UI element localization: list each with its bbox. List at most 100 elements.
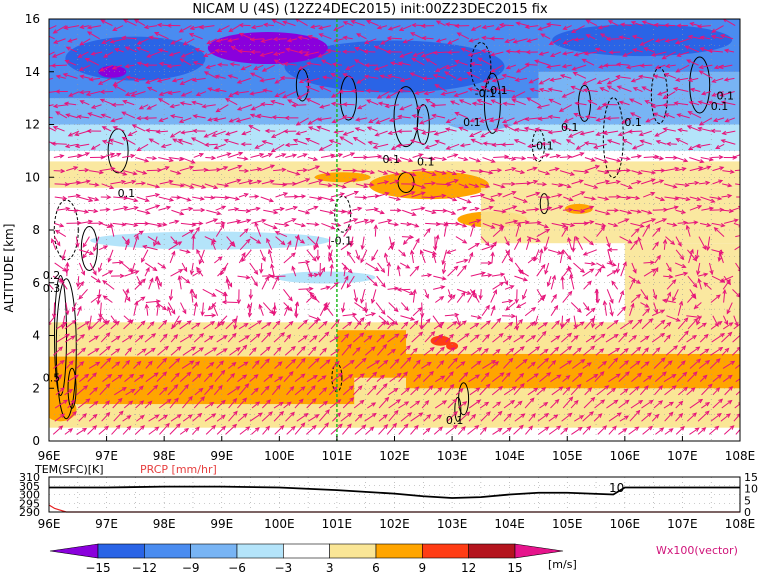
- wind-vector: [238, 179, 254, 185]
- wind-vector: [147, 236, 161, 245]
- wind-vector: [78, 64, 91, 71]
- wind-vector: [722, 374, 733, 383]
- wind-vector: [168, 289, 174, 302]
- wind-vector: [357, 104, 367, 110]
- wind-vector: [200, 302, 205, 317]
- wind-vector: [482, 156, 496, 163]
- wind-vector: [227, 386, 241, 396]
- wind-vector: [213, 384, 223, 396]
- wind-vector: [366, 371, 378, 383]
- wind-vector: [285, 153, 298, 158]
- wind-vector: [548, 98, 562, 106]
- wind-vector: [469, 322, 480, 330]
- wind-vector: [54, 196, 68, 201]
- wind-vector: [275, 153, 287, 158]
- wind-vector: [593, 413, 603, 422]
- bottom-x-tick-label: 107E: [667, 517, 698, 531]
- wind-vector: [480, 260, 493, 266]
- wind-vector: [561, 64, 572, 69]
- wind-vector: [480, 85, 492, 92]
- wind-vector: [446, 50, 460, 55]
- wind-vector: [628, 426, 640, 435]
- wind-vector: [396, 264, 401, 277]
- wind-vector: [703, 282, 712, 290]
- wind-vector: [664, 385, 677, 396]
- wind-vector: [78, 413, 87, 422]
- wind-vector: [215, 220, 226, 226]
- wind-vector: [250, 167, 262, 172]
- colorbar-cap: [49, 543, 99, 559]
- wind-vector: [237, 49, 253, 54]
- wind-vector: [122, 19, 137, 27]
- wind-vector: [355, 117, 368, 122]
- wind-vector: [146, 86, 158, 92]
- wind-vector: [214, 87, 227, 93]
- wind-vector: [59, 278, 68, 290]
- wind-vector: [79, 38, 91, 46]
- wind-vector: [226, 236, 236, 248]
- wind-vector: [502, 191, 517, 198]
- wind-vector: [583, 196, 597, 201]
- wind-vector: [387, 286, 400, 291]
- wind-vector: [698, 180, 711, 186]
- wind-vector: [447, 357, 458, 369]
- wind-vector: [143, 115, 157, 121]
- wind-vector: [645, 117, 655, 123]
- wind-vector: [294, 222, 307, 228]
- wind-vector: [504, 285, 515, 290]
- wind-vector: [227, 164, 243, 172]
- wind-vector: [180, 275, 191, 284]
- wind-vector: [102, 400, 110, 409]
- wind-vector: [307, 205, 319, 211]
- wind-vector: [306, 222, 320, 227]
- wind-vector: [688, 248, 694, 264]
- contour-label: 0.5: [43, 372, 61, 385]
- wind-vector: [543, 236, 550, 252]
- wind-vector: [109, 222, 115, 237]
- wind-vector: [606, 139, 621, 145]
- wind-vector: [390, 208, 402, 213]
- wind-vector: [617, 218, 630, 224]
- wind-vector: [643, 260, 656, 265]
- wind-vector: [620, 261, 627, 277]
- wind-vector: [285, 358, 297, 369]
- wind-vector: [191, 234, 196, 250]
- wind-vector: [189, 288, 194, 303]
- wind-vector: [389, 236, 394, 251]
- bottom-x-tick-label: 98E: [153, 517, 176, 531]
- wind-vector: [712, 315, 719, 328]
- wind-vector: [654, 38, 666, 43]
- wind-vector: [389, 372, 402, 383]
- wind-vector: [387, 333, 400, 343]
- wind-vector: [319, 104, 331, 109]
- wind-vector: [372, 143, 389, 150]
- wind-vector: [261, 152, 274, 158]
- wind-vector: [254, 221, 262, 237]
- wind-vector: [434, 139, 446, 145]
- wind-vector: [375, 209, 385, 215]
- wind-vector: [76, 179, 91, 185]
- wind-vector: [157, 222, 168, 227]
- wind-vector: [445, 117, 457, 123]
- wind-vector: [213, 143, 226, 150]
- wind-vector: [204, 195, 216, 200]
- wind-vector: [355, 249, 360, 261]
- wind-vector: [468, 156, 481, 163]
- wind-vector: [718, 64, 733, 70]
- wind-vector: [203, 320, 216, 330]
- wind-vector: [482, 360, 497, 369]
- wind-vector: [470, 138, 483, 145]
- wind-vector: [180, 51, 194, 58]
- wind-vector: [248, 289, 254, 300]
- wind-vector: [537, 116, 549, 121]
- wind-vector: [585, 165, 601, 172]
- wind-vector: [720, 100, 736, 106]
- wind-vector: [143, 24, 158, 30]
- wind-vector: [412, 51, 424, 57]
- wind-vector: [321, 75, 333, 80]
- wind-vector: [89, 400, 99, 409]
- wind-vector: [88, 413, 98, 422]
- wind-vector: [272, 302, 277, 316]
- wind-vector: [233, 90, 249, 96]
- wind-vector: [712, 387, 721, 396]
